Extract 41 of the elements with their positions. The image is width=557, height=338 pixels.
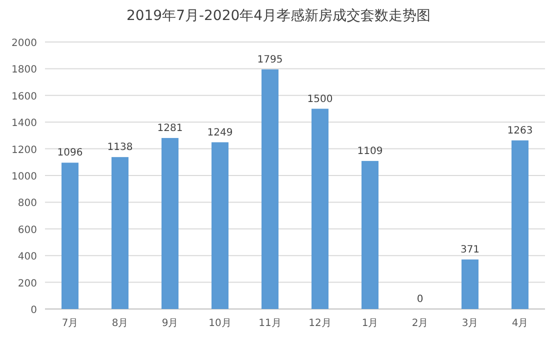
data-label: 0: [416, 294, 424, 305]
y-tick-label: 2000: [12, 38, 37, 49]
data-label: 1138: [107, 142, 133, 154]
y-tick-label: 400: [18, 252, 37, 263]
data-label: 1263: [507, 125, 533, 136]
bar: [462, 259, 478, 309]
data-label: 1249: [207, 127, 233, 138]
data-label: 371: [460, 244, 480, 256]
bar: [312, 108, 328, 309]
data-label: 1281: [157, 122, 183, 134]
x-tick-label: 12月: [308, 318, 332, 329]
x-tick-label: 3月: [462, 318, 478, 329]
y-tick-label: 1400: [12, 118, 37, 130]
x-tick-label: 7月: [62, 318, 78, 329]
y-tick-label: 800: [18, 198, 37, 210]
x-tick-label: 1月: [362, 318, 378, 329]
bar: [362, 160, 378, 309]
data-label: 1500: [307, 94, 333, 105]
chart-title: 2019年7月-2020年4月孝感新房成交套数走势图: [126, 8, 431, 24]
y-tick-label: 1200: [12, 144, 37, 156]
x-tick-label: 4月: [512, 318, 528, 329]
x-tick-label: 9月: [162, 318, 178, 329]
x-tick-label: 11月: [258, 318, 282, 329]
x-tick-label: 2月: [412, 318, 428, 329]
y-tick-label: 600: [18, 224, 37, 236]
x-tick-label: 10月: [208, 318, 232, 329]
bar: [62, 162, 78, 309]
bar: [512, 140, 528, 309]
y-tick-label: 200: [18, 278, 37, 290]
bar: [112, 157, 128, 309]
y-tick-label: 0: [30, 305, 37, 316]
data-label: 1109: [357, 146, 383, 157]
bar: [262, 69, 278, 309]
bar: [212, 142, 228, 309]
bar: [162, 138, 178, 309]
y-tick-label: 1600: [12, 91, 37, 102]
data-label: 1795: [257, 54, 283, 66]
y-tick-label: 1000: [12, 172, 37, 182]
x-tick-label: 8月: [112, 318, 128, 329]
data-label: 1096: [57, 148, 83, 159]
y-tick-label: 1800: [12, 64, 37, 76]
